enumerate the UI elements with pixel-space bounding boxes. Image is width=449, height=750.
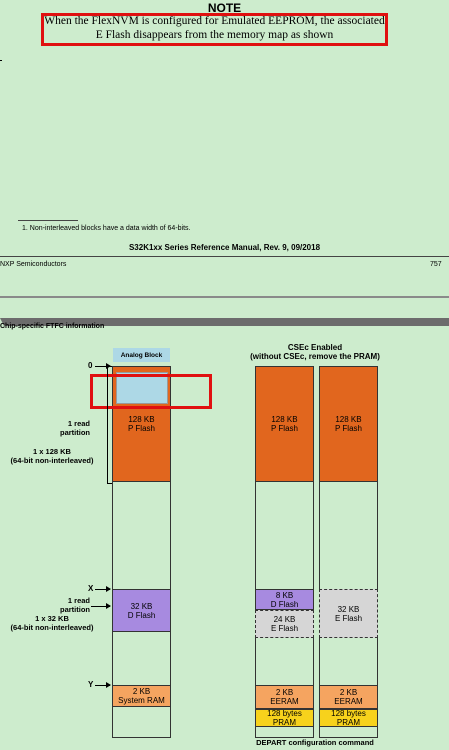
section-banner	[0, 313, 449, 326]
col3-pram-block: 128 bytes PRAM	[319, 709, 378, 727]
read-partition-2-label: 1 read partition	[60, 596, 90, 614]
address-zero-label: 0	[88, 361, 93, 370]
col2-pram-block: 128 bytes PRAM	[255, 709, 314, 727]
footer-page-number: 757	[430, 261, 442, 268]
col3-pflash-block: 128 KB P Flash	[319, 366, 378, 482]
address-x-label: X	[88, 584, 94, 593]
csec-title: CSEc Enabled (without CSEc, remove the P…	[250, 343, 380, 361]
note-title: NOTE	[207, 1, 242, 15]
col2-eflash-block: 24 KB E Flash	[255, 610, 314, 638]
block-1x32-label: 1 x 32 KB (64-bit non-interleaved)	[10, 614, 94, 632]
footer-rule	[0, 256, 449, 257]
col2-eeram-block: 2 KB EERAM	[255, 685, 314, 709]
read-partition-2-arrow	[91, 603, 111, 609]
bottom-caption: DEPART configuration command	[256, 738, 374, 747]
bracket-pflash	[107, 366, 112, 484]
left-dflash-block: 32 KB D Flash	[112, 589, 171, 632]
section-banner-shape	[0, 318, 449, 326]
col3-eflash-block: 32 KB E Flash	[319, 589, 378, 638]
left-margin-dot	[0, 60, 2, 61]
footer-manual-title: S32K1xx Series Reference Manual, Rev. 9,…	[128, 243, 321, 252]
note-highlight-box	[41, 13, 388, 46]
footer-company: NXP Semiconductors	[0, 261, 67, 268]
address-y-label: Y	[88, 680, 94, 689]
analog-block-label: Analog Block	[113, 348, 170, 362]
footnote: 1. Non-interleaved blocks have a data wi…	[22, 225, 191, 232]
left-sram-block: 2 KB System RAM	[112, 685, 171, 707]
note-text: When the FlexNVM is configured for Emula…	[44, 15, 385, 41]
block-1x128-label: 1 x 128 KB (64-bit non-interleaved)	[10, 447, 94, 465]
read-partition-1-label: 1 read partition	[60, 419, 90, 437]
address-x-arrow	[95, 586, 111, 592]
page-separator	[0, 296, 449, 298]
section-title: Chip-specific FTFC information	[0, 323, 105, 330]
analog-block-region	[116, 372, 168, 404]
col2-pflash-block: 128 KB P Flash	[255, 366, 314, 482]
col2-dflash-block: 8 KB D Flash	[255, 589, 314, 610]
address-y-arrow	[95, 682, 111, 688]
col3-eeram-block: 2 KB EERAM	[319, 685, 378, 709]
analog-block-highlight-box	[90, 374, 212, 409]
footnote-rule	[18, 220, 78, 221]
